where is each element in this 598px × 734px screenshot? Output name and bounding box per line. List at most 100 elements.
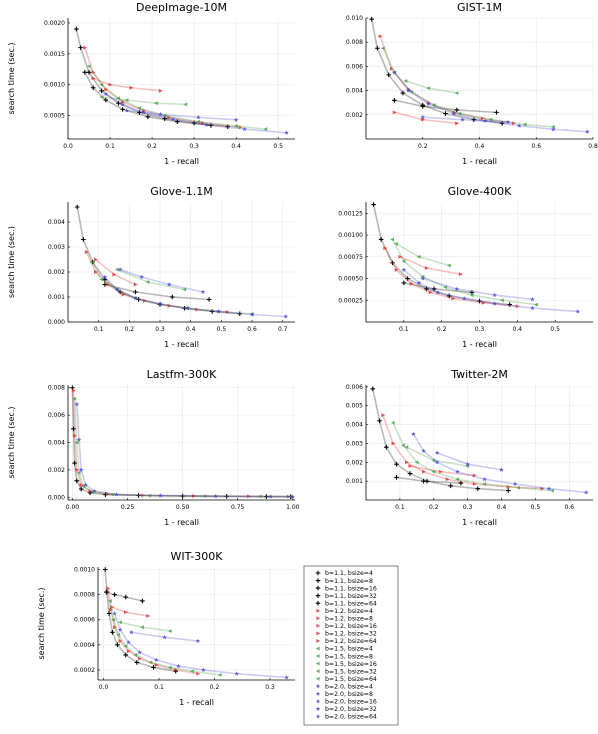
data-point bbox=[375, 45, 380, 51]
chart-panel: 0.1 0.2 0.3 0.4 0.5 0.6 0.7 0.000 0.001 0.002 0.00… bbox=[7, 185, 295, 349]
data-point bbox=[126, 639, 131, 645]
y-tick-label: 0.000 bbox=[48, 494, 65, 501]
data-point bbox=[405, 276, 410, 281]
data-point bbox=[465, 461, 470, 467]
y-tick-label: 0.002 bbox=[346, 459, 363, 466]
data-point bbox=[426, 101, 431, 106]
x-axis-label: 1 - recall bbox=[164, 157, 199, 166]
data-point bbox=[136, 493, 141, 498]
data-point bbox=[137, 110, 142, 115]
data-point bbox=[196, 114, 201, 120]
legend-entry: b=1.2, bsize=16 bbox=[325, 623, 377, 630]
data-point bbox=[389, 66, 394, 71]
legend-entry: b=2.0, bsize=32 bbox=[325, 706, 377, 713]
chart-panel: 0.0 0.1 0.2 0.3 0.4 0.5 0.0005 0.0010 0.0015 0.00… bbox=[7, 1, 295, 166]
data-point bbox=[166, 282, 172, 287]
y-tick-label: 0.010 bbox=[346, 15, 363, 22]
legend-entry: b=1.1, bsize=4 bbox=[325, 570, 373, 577]
legend-entry: b=2.0, bsize=4 bbox=[325, 683, 373, 690]
data-point bbox=[162, 113, 167, 118]
data-point bbox=[224, 494, 229, 499]
data-point bbox=[117, 627, 123, 632]
data-point bbox=[400, 90, 406, 96]
data-point bbox=[533, 302, 538, 307]
data-point bbox=[398, 254, 403, 259]
data-point bbox=[167, 629, 172, 633]
data-point bbox=[113, 625, 117, 630]
data-point bbox=[451, 296, 456, 301]
data-point bbox=[81, 237, 86, 242]
legend-entry: b=1.5, bsize=32 bbox=[325, 668, 377, 675]
x-axis-label: 1 - recall bbox=[462, 518, 497, 527]
x-axis-label: 1 - recall bbox=[164, 518, 199, 527]
data-point bbox=[515, 304, 520, 309]
y-tick-label: 0.0020 bbox=[44, 20, 65, 27]
data-point bbox=[421, 469, 426, 474]
legend-marker bbox=[315, 654, 320, 659]
data-point bbox=[137, 649, 142, 655]
y-tick-label: 0.001 bbox=[48, 294, 65, 301]
data-point bbox=[99, 88, 104, 94]
data-point bbox=[162, 116, 167, 121]
data-point bbox=[409, 89, 414, 94]
data-point bbox=[446, 263, 451, 268]
data-point bbox=[103, 97, 109, 103]
data-point bbox=[455, 121, 460, 126]
x-tick-label: 0.5 bbox=[217, 326, 227, 333]
data-point bbox=[133, 282, 138, 287]
data-point bbox=[506, 484, 511, 489]
y-tick-label: 0.00050 bbox=[338, 276, 363, 283]
data-point bbox=[499, 467, 504, 472]
data-point bbox=[392, 70, 397, 75]
data-point bbox=[162, 634, 167, 640]
legend-entry: b=1.1, bsize=8 bbox=[325, 578, 373, 585]
series-line bbox=[382, 47, 554, 128]
data-point bbox=[455, 469, 460, 474]
data-point bbox=[369, 16, 374, 22]
legend: b=1.1, bsize=4b=1.1, bsize=8b=1.1, bsize… bbox=[303, 565, 399, 726]
data-point bbox=[411, 431, 416, 436]
x-tick-label: 0.3 bbox=[463, 504, 473, 511]
data-point bbox=[200, 289, 206, 294]
series-line bbox=[391, 239, 537, 306]
data-point bbox=[107, 598, 112, 603]
x-tick-label: 0.8 bbox=[588, 143, 598, 150]
legend-marker bbox=[316, 638, 321, 643]
data-point bbox=[409, 281, 414, 286]
data-point bbox=[404, 445, 409, 450]
data-point bbox=[104, 589, 109, 595]
data-point bbox=[393, 241, 398, 246]
data-point bbox=[416, 280, 422, 285]
x-tick-label: 0.6 bbox=[531, 143, 541, 150]
data-point bbox=[507, 302, 513, 307]
data-point bbox=[480, 116, 485, 121]
data-point bbox=[434, 450, 440, 455]
data-point bbox=[142, 108, 146, 113]
data-point bbox=[268, 494, 274, 499]
data-point bbox=[451, 111, 457, 116]
data-point bbox=[106, 492, 110, 496]
series-line bbox=[119, 268, 204, 293]
data-point bbox=[133, 289, 138, 295]
series-line bbox=[405, 80, 457, 94]
y-tick-label: 0.003 bbox=[346, 440, 363, 447]
y-tick-label: 0.00075 bbox=[338, 254, 363, 261]
y-tick-label: 0.00025 bbox=[338, 297, 363, 304]
data-point bbox=[133, 295, 138, 301]
chart-panel: 0.2 0.4 0.6 0.8 0.002 0.004 0.006 0.008 0.010 GIS… bbox=[346, 1, 598, 166]
x-tick-label: 0.3 bbox=[265, 684, 275, 691]
legend-entry: b=1.2, bsize=64 bbox=[325, 638, 377, 645]
y-tick-label: 0.0010 bbox=[74, 567, 95, 574]
data-point bbox=[390, 237, 395, 242]
x-tick-label: 0.7 bbox=[278, 326, 288, 333]
data-point bbox=[116, 632, 121, 637]
series-line bbox=[394, 99, 497, 114]
chart-title: WIT-300K bbox=[170, 550, 223, 563]
x-tick-label: 0.6 bbox=[565, 504, 575, 511]
data-point bbox=[72, 460, 77, 466]
y-tick-label: 0.006 bbox=[346, 63, 363, 70]
data-point bbox=[158, 111, 163, 117]
data-point bbox=[443, 285, 448, 290]
series-line bbox=[105, 93, 287, 134]
data-point bbox=[104, 87, 109, 92]
